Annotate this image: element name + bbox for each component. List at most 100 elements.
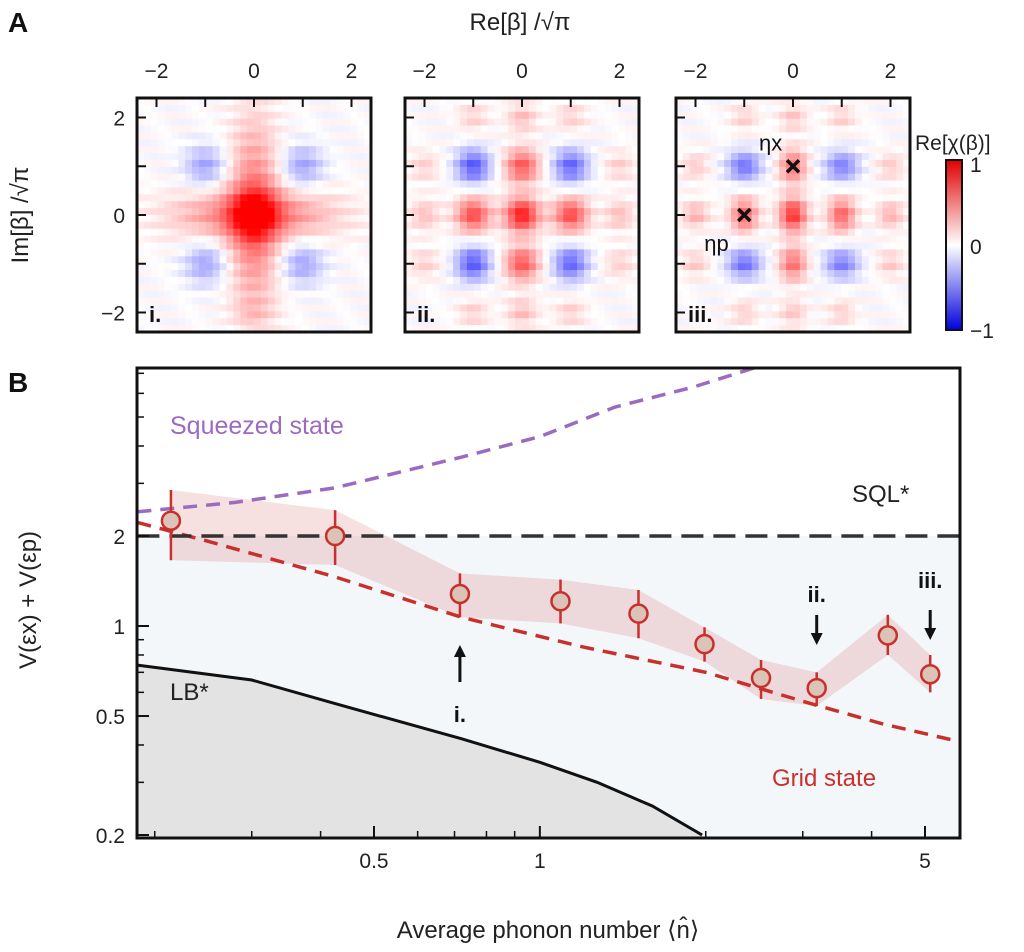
- heatmap-cell: [178, 263, 186, 271]
- heatmap-cell: [618, 242, 626, 251]
- heatmap-cell: [779, 228, 787, 237]
- heatmap-cell: [703, 235, 712, 244]
- heatmap-cell: [446, 304, 454, 312]
- heatmap-cell: [281, 166, 290, 175]
- heatmap-cell: [861, 201, 870, 209]
- heatmap-cell: [703, 139, 712, 147]
- heatmap-cell: [875, 304, 884, 312]
- heatmap-cell: [827, 194, 835, 202]
- curve-lb-: [137, 663, 703, 837]
- heatmap-cell: [164, 194, 173, 202]
- heatmap-cell: [570, 270, 578, 278]
- heatmap-cell: [508, 180, 516, 189]
- heatmap-cell: [137, 276, 145, 285]
- heatmap-cell: [542, 325, 551, 333]
- heatmap-cell: [480, 304, 489, 312]
- heatmap-cell: [577, 194, 585, 202]
- heatmap-cell: [212, 118, 221, 127]
- heatmap-cell: [295, 242, 303, 251]
- heatmap-cell: [583, 215, 592, 223]
- heatmap-cell: [765, 256, 773, 264]
- heatmap-cell: [522, 187, 530, 195]
- heatmap-cell: [501, 290, 509, 299]
- heatmap-cell: [411, 290, 420, 299]
- heatmap-cell: [882, 249, 890, 257]
- heatmap-cell: [439, 325, 447, 333]
- heatmap-cell: [336, 201, 345, 209]
- heatmap-cell: [302, 139, 310, 147]
- heatmap-cell: [178, 290, 186, 299]
- heatmap-cell: [632, 153, 640, 161]
- heatmap-cell: [494, 215, 502, 223]
- heatmap-cell: [903, 132, 911, 140]
- heatmap-cell: [611, 146, 619, 154]
- heatmap-cell: [682, 270, 691, 278]
- heatmap-cell: [563, 118, 571, 127]
- heatmap-cell: [418, 221, 427, 230]
- heatmap-cell: [288, 166, 296, 175]
- heatmap-cell: [418, 180, 427, 189]
- heatmap-cell: [446, 215, 454, 223]
- heatmap-cell: [799, 221, 808, 230]
- heatmap-cell: [813, 153, 822, 161]
- heatmap-cell: [744, 194, 753, 202]
- heatmap-cell: [240, 283, 248, 292]
- heatmap-cell: [779, 146, 787, 154]
- heatmap-cell: [535, 180, 544, 189]
- heatmap-cell: [309, 132, 317, 140]
- heatmap-cell: [322, 270, 331, 278]
- heatmap-cell: [854, 283, 863, 292]
- heatmap-cell: [903, 283, 911, 292]
- heatmap-cell: [309, 283, 317, 292]
- heatmap-cell: [882, 132, 890, 140]
- heatmap-cell: [494, 276, 502, 285]
- heatmap-cell: [744, 325, 753, 333]
- heatmap-cell: [322, 132, 331, 140]
- heatmap-cell: [577, 173, 585, 182]
- heatmap-cell: [309, 318, 317, 326]
- heatmap-cell: [357, 235, 365, 244]
- heatmap-cell: [364, 290, 372, 299]
- heatmap-cell: [466, 111, 475, 120]
- heatmap-cell: [302, 318, 310, 326]
- heatmap-cell: [226, 98, 234, 106]
- heatmap-cell: [198, 118, 207, 127]
- heatmap-cell: [302, 111, 310, 120]
- heatmap-cell: [343, 98, 351, 106]
- heatmap-cell: [322, 325, 331, 333]
- heatmap-cell: [494, 201, 502, 209]
- heatmap-cell: [254, 208, 262, 216]
- heatmap-cell: [432, 111, 441, 120]
- heatmap-cell: [350, 166, 358, 175]
- heatmap-cell: [717, 276, 725, 285]
- heatmap-cell: [295, 166, 303, 175]
- heatmap-cell: [875, 118, 884, 127]
- heatmap-cell: [281, 318, 290, 326]
- heatmap-cell: [528, 318, 537, 326]
- heatmap-cell: [861, 180, 870, 189]
- heatmap-cell: [542, 194, 551, 202]
- heatmap-cell: [439, 125, 447, 134]
- heatmap-cell: [171, 215, 179, 223]
- heatmap-cell: [480, 201, 489, 209]
- heatmap-cell: [799, 228, 808, 237]
- heatmap-cell: [682, 304, 691, 312]
- heatmap-cell: [446, 98, 454, 106]
- heatmap-cell: [896, 201, 904, 209]
- heatmap-cell: [164, 104, 173, 113]
- heatmap-cell: [793, 125, 801, 134]
- heatmap-cell: [515, 290, 523, 299]
- heatmap-cell: [350, 276, 358, 285]
- heatmap-cell: [841, 173, 849, 182]
- heatmap-cell: [453, 263, 461, 271]
- heatmap-cell: [522, 263, 530, 271]
- heatmap-cell: [315, 311, 324, 319]
- heatmap-cell: [834, 270, 842, 278]
- heatmap-cell: [772, 187, 780, 195]
- heatmap-cell: [577, 325, 585, 333]
- heatmap-cell: [793, 297, 801, 306]
- heatmap-cell: [192, 166, 200, 175]
- heatmap-cell: [854, 270, 863, 278]
- heatmap-cell: [522, 201, 530, 209]
- heatmap-cell: [487, 132, 496, 140]
